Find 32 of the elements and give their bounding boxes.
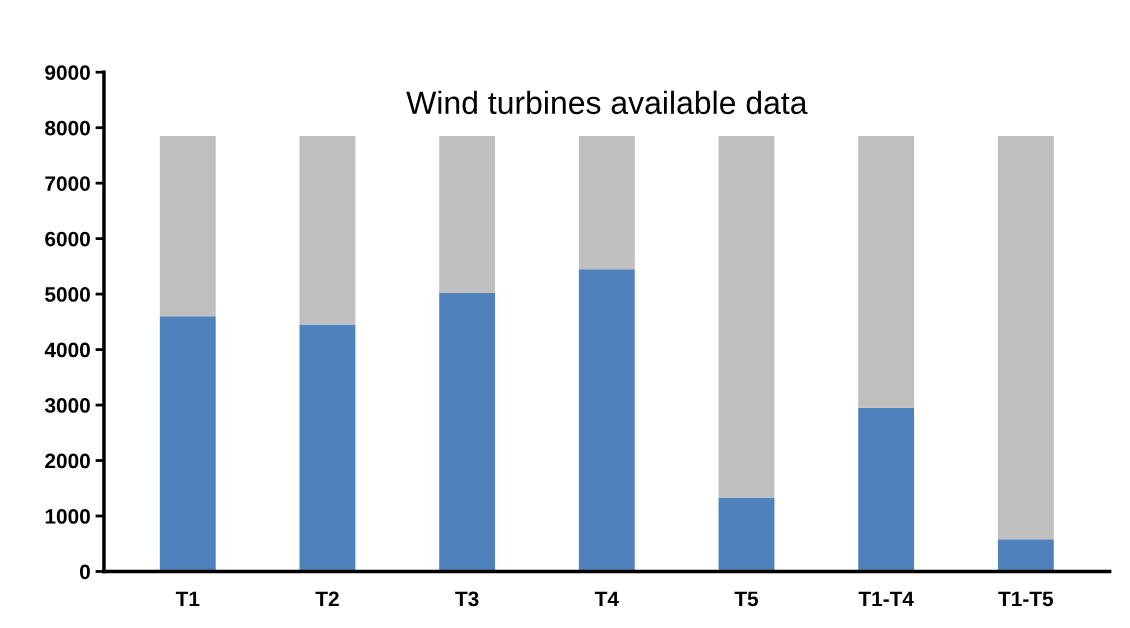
y-tick-label: 5000 — [45, 287, 90, 302]
bar — [997, 539, 1054, 572]
bar — [997, 136, 1054, 540]
bar — [299, 136, 356, 325]
x-tick-label: T5 — [734, 591, 759, 607]
y-tick-label: 6000 — [45, 231, 90, 247]
x-tick-label: T1 — [175, 591, 200, 607]
bar — [439, 136, 496, 293]
y-tick-label: 1000 — [45, 509, 90, 524]
y-tick-label: 2000 — [45, 453, 90, 469]
bar — [718, 497, 775, 572]
bar — [578, 136, 635, 270]
bar — [578, 269, 635, 572]
x-tick-label: T4 — [594, 591, 619, 607]
x-tick-label: T1-T4 — [858, 591, 914, 607]
y-tick-label: 4000 — [44, 342, 90, 358]
bar — [159, 316, 216, 572]
y-tick-label: 0 — [80, 564, 90, 580]
x-tick-label: T1-T5 — [998, 591, 1054, 607]
bar — [858, 407, 915, 572]
bar — [718, 136, 775, 498]
bar — [299, 324, 356, 572]
x-tick-label: T2 — [315, 591, 339, 607]
y-tick-label: 8000 — [45, 120, 90, 136]
bar — [159, 136, 216, 317]
y-tick-label: 7000 — [45, 176, 90, 191]
y-tick-label: 9000 — [45, 65, 90, 80]
x-tick-label: T3 — [455, 591, 479, 607]
chart-title: Wind turbines available data — [406, 90, 808, 115]
bar — [858, 136, 915, 408]
y-tick-label: 3000 — [44, 398, 90, 413]
bar — [439, 293, 496, 572]
